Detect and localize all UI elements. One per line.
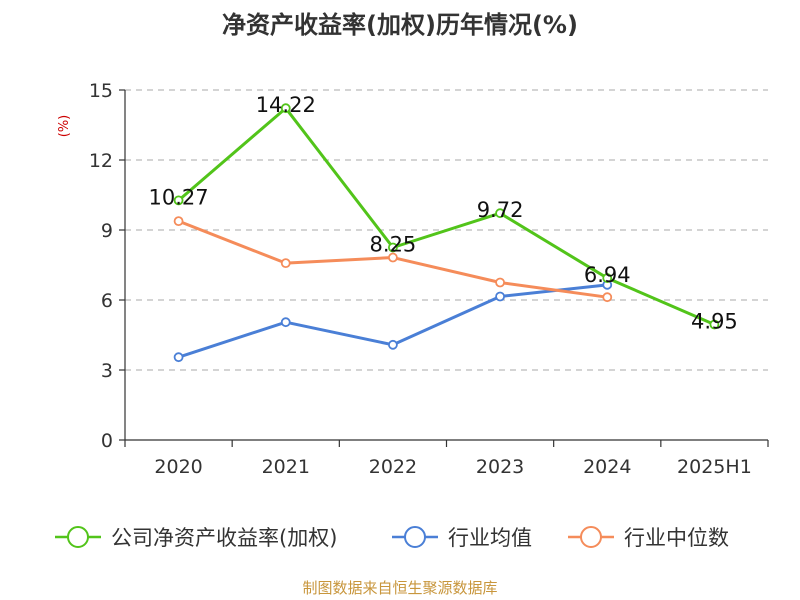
x-tick-label: 2020	[154, 456, 202, 478]
data-point	[388, 339, 398, 350]
data-label: 10.27	[149, 185, 209, 209]
data-label: 8.25	[370, 233, 417, 257]
legend: 公司净资产收益率(加权) 行业均值 行业中位数	[55, 526, 729, 550]
x-tick-label: 2021	[262, 456, 310, 478]
y-tick-label: 9	[101, 220, 113, 242]
y-axis-label: (%)	[57, 115, 72, 138]
axes	[119, 89, 769, 447]
data-point	[602, 273, 613, 283]
legend-label: 行业中位数	[624, 526, 729, 550]
data-point	[495, 208, 505, 219]
data-point	[495, 291, 505, 302]
y-tick-label: 15	[89, 80, 113, 102]
x-tick-label: 2024	[583, 456, 631, 478]
legend-marker	[67, 526, 89, 548]
x-tick-labels: 2020 2021 2022 2023 2024 2025H1	[154, 456, 751, 478]
data-point	[173, 195, 184, 206]
x-tick-label: 2023	[476, 456, 524, 478]
data-labels: 10.27 14.22 8.25 9.72 6.94 4.95	[149, 93, 738, 333]
data-point	[602, 292, 613, 303]
data-label: 14.22	[256, 93, 316, 117]
data-point	[495, 277, 505, 288]
data-point	[388, 252, 398, 263]
data-label: 9.72	[477, 198, 524, 222]
series-line	[177, 106, 716, 326]
x-tick-label: 2025H1	[677, 456, 752, 478]
data-point	[280, 317, 291, 328]
legend-marker	[580, 526, 602, 548]
data-point	[280, 258, 291, 269]
chart-title: 净资产收益率(加权)历年情况(%)	[222, 11, 578, 39]
series-lines	[173, 103, 720, 363]
y-tick-label: 12	[89, 150, 113, 172]
legend-label: 公司净资产收益率(加权)	[111, 526, 337, 550]
data-point	[388, 242, 398, 253]
y-tick-label: 3	[101, 360, 113, 382]
y-tick-label: 6	[101, 290, 113, 312]
data-label: 6.94	[584, 263, 631, 287]
legend-marker	[404, 526, 426, 548]
source-note: 制图数据来自恒生聚源数据库	[302, 579, 497, 597]
x-tick-label: 2022	[369, 456, 417, 478]
data-label: 4.95	[691, 310, 738, 334]
data-point	[173, 352, 184, 363]
data-point	[280, 103, 291, 114]
y-tick-label: 0	[101, 430, 113, 452]
data-point	[709, 319, 720, 330]
y-tick-labels: 0 3 6 9 12 15	[89, 80, 113, 452]
data-point	[173, 216, 184, 227]
legend-label: 行业均值	[448, 526, 532, 550]
